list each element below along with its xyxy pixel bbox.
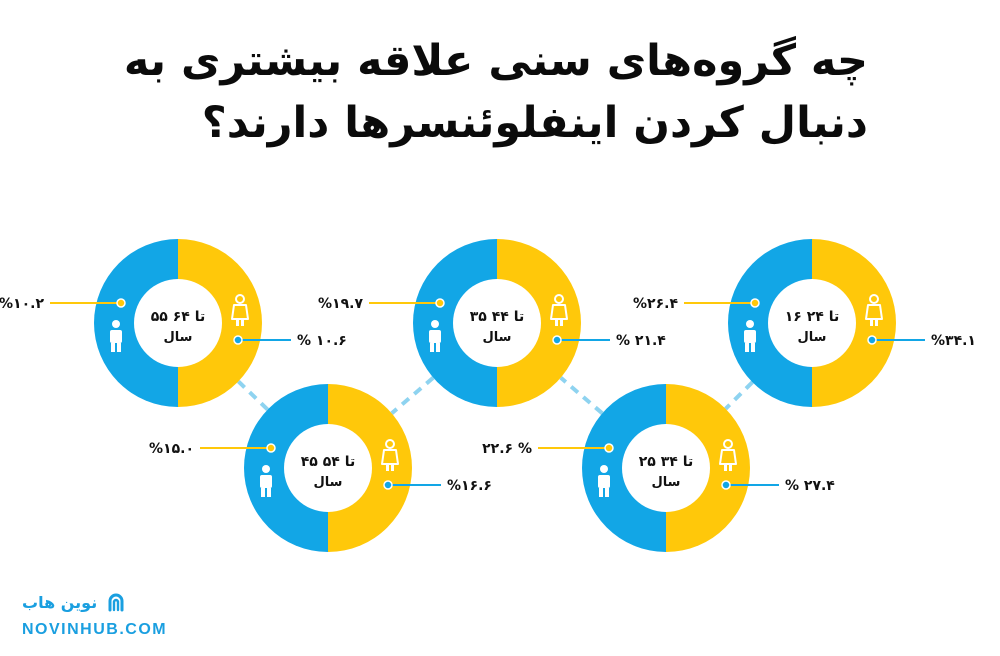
age-unit-label: سال [314, 475, 343, 490]
male-leader-dot [435, 298, 445, 308]
female-leader-dot [721, 480, 731, 490]
female-person-icon [231, 294, 249, 326]
female-leader-dot [867, 335, 877, 345]
male-person-icon [598, 465, 610, 497]
page-title: چه گروه‌های سنی علاقه بیشتری به دنبال کر… [120, 30, 868, 154]
male-leader-dot [266, 443, 276, 453]
female-leader-dot [383, 480, 393, 490]
age-range-label: ۱۶ تا ۲۴ [785, 309, 839, 325]
connector-line [390, 376, 435, 415]
donut-chart: ۵۵ تا ۶۴ سال %۱۰.۲ % ۱۰.۶ [0, 239, 347, 407]
title-line-1: چه گروه‌های سنی علاقه بیشتری به [123, 36, 868, 86]
brand-url: NOVINHUB.COM [22, 620, 168, 638]
female-person-icon [381, 439, 399, 471]
brand: نوین هاب NOVINHUB.COM [22, 592, 167, 639]
male-leader-dot [750, 298, 760, 308]
donut-chart: ۱۶ تا ۲۴ سال %۲۶.۴ %۳۴.۱ [633, 239, 976, 407]
female-leader-dot [552, 335, 562, 345]
donut-hole [134, 279, 222, 367]
male-value-label: %۲۶.۴ [633, 296, 678, 312]
male-value-label: ۲۲.۶ % [482, 441, 532, 457]
male-value-label: %۱۵.۰ [149, 441, 194, 457]
age-unit-label: سال [483, 330, 512, 345]
donut-hole [453, 279, 541, 367]
donut-hole [284, 424, 372, 512]
female-value-label: % ۱۰.۶ [297, 333, 347, 349]
female-value-label: %۳۴.۱ [931, 333, 976, 349]
male-leader-dot [116, 298, 126, 308]
female-person-icon [865, 294, 883, 326]
novinhub-logo-icon [108, 593, 124, 611]
age-range-label: ۲۵ تا ۳۴ [639, 454, 693, 470]
female-value-label: % ۲۷.۴ [785, 478, 835, 494]
age-range-label: ۵۵ تا ۶۴ [151, 309, 205, 325]
female-person-icon [719, 439, 737, 471]
age-range-label: ۳۵ تا ۴۴ [470, 309, 524, 325]
male-value-label: %۱۰.۲ [0, 296, 44, 312]
brand-name: نوین هاب [22, 593, 98, 612]
female-leader-dot [233, 335, 243, 345]
male-person-icon [260, 465, 272, 497]
age-unit-label: سال [798, 330, 827, 345]
female-value-label: % ۲۱.۴ [616, 333, 666, 349]
male-person-icon [744, 320, 756, 352]
male-person-icon [110, 320, 122, 352]
female-value-label: %۱۶.۶ [447, 478, 492, 494]
donut-chart: ۴۵ تا ۵۴ سال %۱۵.۰ %۱۶.۶ [149, 384, 492, 552]
male-person-icon [429, 320, 441, 352]
male-value-label: %۱۹.۷ [318, 296, 363, 312]
male-leader-dot [604, 443, 614, 453]
connector-line [559, 376, 604, 415]
age-unit-label: سال [164, 330, 193, 345]
donut-chart: ۳۵ تا ۴۴ سال %۱۹.۷ % ۲۱.۴ [318, 239, 666, 407]
donut-hole [622, 424, 710, 512]
connector-line [237, 379, 269, 412]
donut-chart: ۲۵ تا ۳۴ سال ۲۲.۶ % % ۲۷.۴ [482, 384, 835, 552]
age-unit-label: سال [652, 475, 681, 490]
title-line-2: دنبال کردن اینفلوئنسرها دارند؟ [201, 98, 868, 148]
female-person-icon [550, 294, 568, 326]
donut-hole [768, 279, 856, 367]
age-range-label: ۴۵ تا ۵۴ [301, 454, 355, 470]
connector-line [724, 380, 754, 411]
